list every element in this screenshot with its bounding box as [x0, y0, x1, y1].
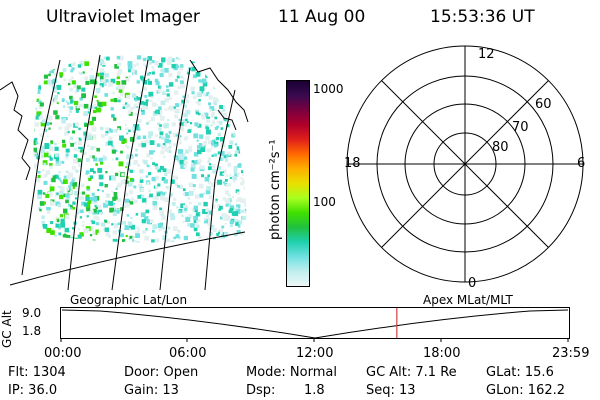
timeline-xtick-1200: 12:00 — [296, 346, 334, 361]
mlat-label-80: 80 — [492, 140, 509, 155]
timeline-xtick-1800: 18:00 — [423, 346, 461, 361]
colorbar-gradient — [287, 81, 309, 286]
ip-value: IP: 36.0 — [8, 383, 58, 398]
polar-mlt-plot — [346, 45, 584, 283]
colorbar-tick-100: 100 — [313, 195, 336, 209]
mlt-label-12: 12 — [478, 47, 495, 62]
altitude-timeline — [60, 307, 570, 342]
mlt-label-6: 6 — [577, 156, 586, 171]
dsp-value: 1.8 — [304, 383, 325, 398]
timeline-ylabel: GC Alt — [0, 310, 14, 348]
timeline-xtick-2359: 23:59 — [552, 346, 590, 361]
gc-altitude: GC Alt: 7.1 Re — [366, 365, 457, 380]
coastline-outline — [0, 59, 249, 181]
timeline-ytick-1.8: 1.8 — [22, 324, 42, 338]
sequence-value: Seq: 13 — [366, 383, 416, 398]
date-label: 11 Aug 00 — [278, 7, 366, 27]
colorbar — [286, 80, 310, 287]
dsp-label: Dsp: — [246, 383, 276, 398]
polar-diagonal-2 — [381, 80, 549, 248]
mlat-label-60: 60 — [535, 97, 552, 112]
mlt-label-18: 18 — [344, 156, 361, 171]
geographic-latitude: GLat: 15.6 — [486, 365, 554, 380]
altitude-curve — [61, 309, 569, 339]
colorbar-unit-label: photon cm⁻²s⁻¹ — [268, 139, 283, 240]
geographic-longitude: GLon: 162.2 — [486, 383, 566, 398]
mlt-label-0: 0 — [468, 276, 477, 291]
time-label: 15:53:36 UT — [430, 7, 535, 27]
mlat-label-70: 70 — [512, 120, 529, 135]
uv-image-panel — [0, 54, 249, 291]
timeline-xtick-0600: 06:00 — [169, 346, 207, 361]
mode-value: Mode: Normal — [246, 365, 337, 380]
instrument-title: Ultraviolet Imager — [46, 7, 200, 27]
apex-caption: Apex MLat/MLT — [423, 293, 513, 307]
lat-lon-grid — [9, 54, 246, 291]
colorbar-tick-1000: 1000 — [313, 82, 344, 96]
door-status: Door: Open — [124, 365, 199, 380]
geographic-caption: Geographic Lat/Lon — [70, 293, 188, 307]
gain-value: Gain: 13 — [124, 383, 179, 398]
timeline-ytick-9: 9.0 — [22, 306, 42, 320]
flight-number: Flt: 1304 — [8, 365, 66, 380]
timeline-xtick-0000: 00:00 — [44, 346, 82, 361]
